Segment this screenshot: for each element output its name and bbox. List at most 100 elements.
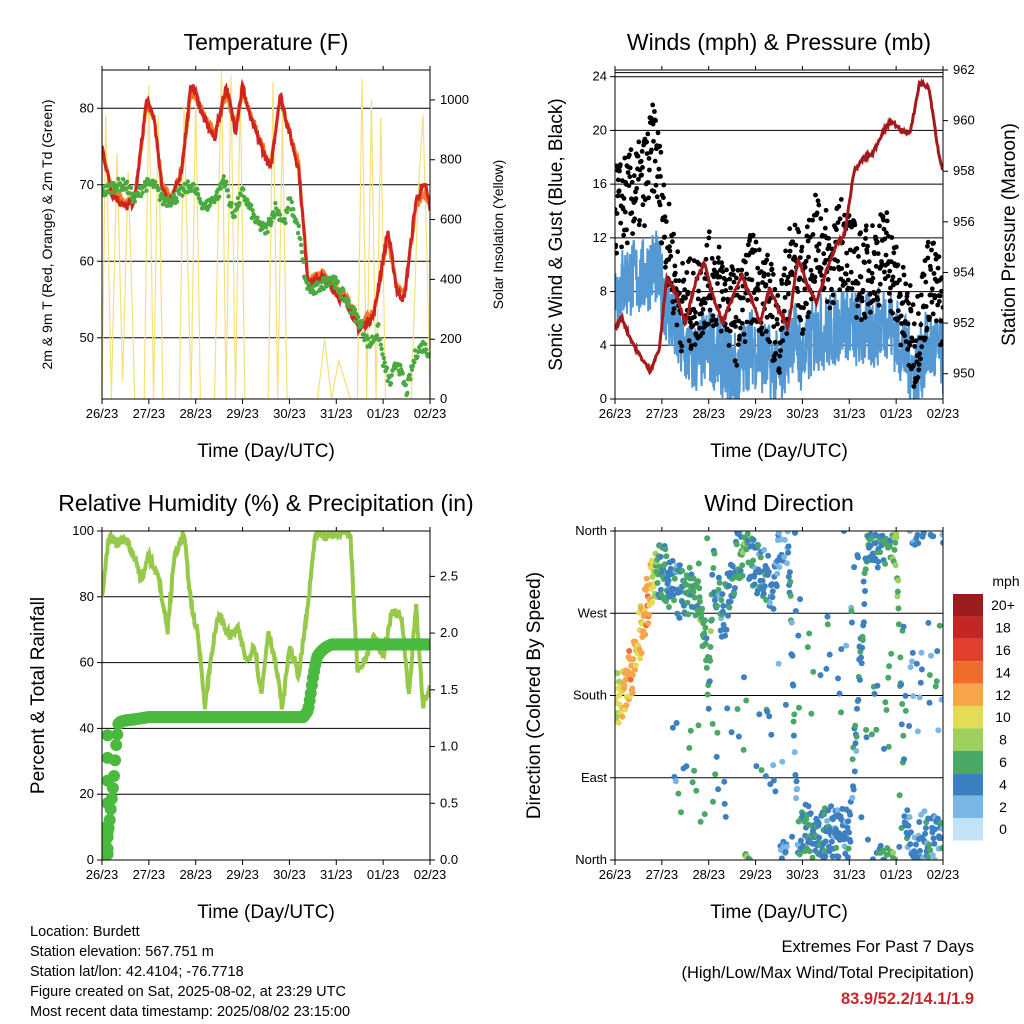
direction-point: [922, 825, 929, 831]
dewpoint-point: [207, 203, 212, 208]
gust-point: [919, 344, 925, 350]
direction-point: [881, 856, 888, 860]
gust-point: [913, 338, 919, 344]
xtick-label-2-5: 31/23: [320, 867, 353, 882]
gust-point: [688, 343, 694, 349]
ytick-label-0-3: 80: [80, 100, 94, 115]
gust-point: [854, 246, 860, 251]
direction-point: [898, 681, 905, 688]
gust-point: [632, 216, 638, 222]
direction-point: [891, 856, 898, 860]
direction-point: [815, 820, 822, 827]
gust-point: [756, 287, 761, 293]
direction-point: [713, 753, 720, 760]
gust-point: [740, 307, 745, 313]
gust-point: [836, 204, 842, 209]
direction-point: [792, 608, 799, 614]
xtick-label-1-3: 29/23: [739, 406, 772, 421]
dewpoint-point: [346, 299, 351, 304]
dewpoint-point: [409, 367, 415, 372]
xtick-label-1-6: 01/23: [880, 406, 913, 421]
direction-point: [932, 683, 939, 690]
gust-point: [923, 279, 929, 285]
precipitation-point: [102, 820, 114, 832]
ytick-right-label-0-3: 600: [440, 212, 462, 227]
ytick-label-1-3: 12: [593, 230, 607, 245]
direction-point: [787, 578, 794, 585]
gust-point: [891, 250, 897, 256]
direction-point: [828, 803, 835, 810]
gust-point: [696, 288, 701, 294]
gust-point: [810, 217, 815, 223]
y-axis-label-right-1: Station Pressure (Maroon): [999, 123, 1020, 346]
gust-point: [717, 274, 723, 280]
gust-point: [863, 227, 869, 233]
gust-point: [640, 165, 645, 170]
gust-point: [780, 338, 786, 344]
gust-point: [723, 288, 729, 293]
gust-point: [782, 295, 788, 300]
gust-point: [868, 309, 873, 315]
extremes-subtitle: (High/Low/Max Wind/Total Precipitation): [681, 964, 974, 982]
gust-point: [663, 219, 669, 224]
dewpoint-point: [376, 322, 381, 327]
dewpoint-point: [379, 346, 384, 352]
dewpoint-point: [410, 363, 415, 369]
dewpoint-point: [230, 210, 235, 216]
gust-point: [866, 259, 872, 264]
gust-point: [759, 325, 765, 330]
direction-point: [690, 575, 697, 582]
direction-point: [850, 786, 857, 793]
direction-point: [691, 594, 698, 601]
direction-point: [852, 722, 859, 729]
dewpoint-point: [378, 342, 383, 347]
direction-point: [759, 577, 766, 584]
dewpoint-point: [322, 275, 327, 281]
direction-point: [711, 550, 718, 557]
ytick-right-label-1-5: 960: [953, 113, 975, 128]
gust-point: [887, 298, 893, 304]
legend-label-6: 8: [999, 732, 1007, 748]
dewpoint-point: [423, 341, 428, 347]
gust-point: [690, 270, 696, 276]
dewpoint-point: [341, 287, 346, 292]
direction-point: [844, 824, 851, 831]
ytick-right-label-1-6: 962: [953, 62, 975, 77]
gust-point: [870, 223, 875, 229]
x-axis-label-1: Time (Day/UTC): [710, 441, 848, 462]
xtick-label-3-1: 27/23: [646, 867, 679, 882]
gust-point: [772, 286, 778, 292]
dewpoint-point: [298, 242, 304, 248]
direction-point: [784, 560, 790, 567]
gust-point: [653, 118, 658, 123]
direction-point: [691, 767, 698, 774]
direction-point: [804, 644, 811, 651]
direction-point: [782, 701, 789, 708]
direction-point: [707, 657, 714, 664]
gust-point: [739, 267, 745, 273]
direction-point: [714, 603, 720, 609]
gust-point: [715, 255, 721, 261]
direction-point: [838, 709, 844, 716]
gust-point: [657, 202, 663, 208]
direction-point: [902, 692, 909, 699]
gust-point: [908, 308, 914, 314]
direction-point: [840, 531, 847, 534]
gust-point: [680, 260, 685, 266]
gust-point: [671, 231, 676, 237]
direction-point: [720, 621, 727, 628]
gust-point: [925, 243, 930, 249]
gust-point: [872, 291, 878, 296]
direction-point: [750, 536, 757, 543]
gust-point: [615, 250, 619, 256]
gust-point: [627, 152, 632, 158]
direction-point: [926, 672, 933, 678]
gust-point: [837, 287, 843, 293]
direction-point: [828, 838, 835, 845]
direction-point: [662, 546, 669, 553]
direction-point: [789, 652, 796, 659]
gust-point: [799, 244, 805, 250]
dewpoint-point: [174, 196, 179, 201]
gust-point: [929, 247, 934, 253]
direction-point: [846, 829, 852, 836]
